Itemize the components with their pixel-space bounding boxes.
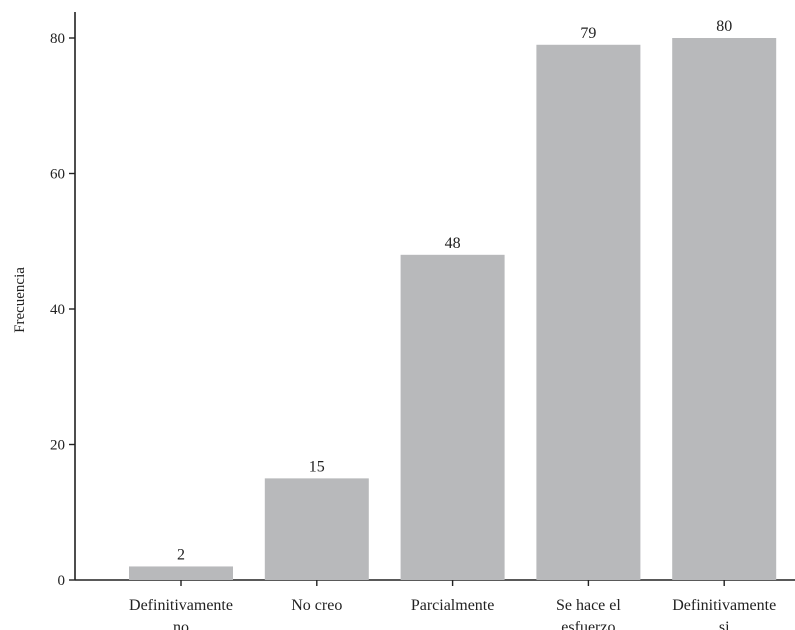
bar-value-label: 15	[309, 458, 325, 475]
bar	[536, 44, 641, 580]
x-tick-label: Parcialmente	[411, 597, 495, 614]
x-tick-label: Se hace el esfuerzo	[556, 597, 621, 630]
y-tick-label: 60	[50, 167, 65, 183]
bar	[264, 478, 369, 580]
bars-group	[129, 38, 777, 581]
y-axis-ticks: 0 20 40 60 80	[50, 31, 75, 589]
bar-value-label: 2	[177, 546, 185, 563]
y-tick-label: 20	[50, 438, 65, 454]
bar	[129, 566, 233, 580]
x-axis-ticks	[180, 580, 725, 586]
y-axis-title: Frecuencia	[12, 267, 28, 333]
x-tick-label: Definitivamente no	[129, 597, 233, 630]
y-tick-label: 40	[50, 302, 65, 318]
y-tick-label: 0	[58, 573, 66, 589]
bar-value-label: 48	[445, 235, 461, 252]
category-labels-group: Definitivamente no No creo Parcialmente Se h…	[129, 597, 776, 630]
x-tick-label: Definitivamente si	[672, 597, 776, 630]
data-labels-group: 2 15 48 79 80	[177, 18, 732, 563]
bar	[672, 38, 777, 580]
bar-value-label: 80	[716, 18, 732, 35]
bar-value-label: 79	[580, 25, 596, 42]
y-tick-label: 80	[50, 31, 65, 47]
bar	[400, 254, 505, 581]
x-tick-label: No creo	[291, 597, 342, 614]
